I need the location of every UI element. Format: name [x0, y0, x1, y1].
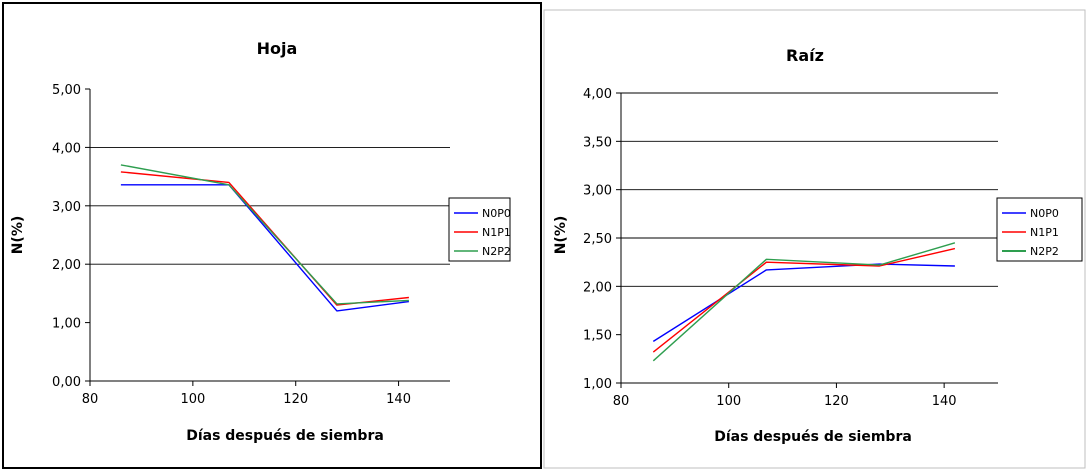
chart-title: Raíz	[786, 46, 824, 65]
y-axis-title: N(%)	[553, 216, 569, 255]
y-tick-label: 4,00	[583, 87, 612, 102]
x-tick-label: 120	[283, 392, 308, 407]
y-tick-label: 5,00	[52, 83, 81, 98]
y-tick-label: 2,50	[583, 232, 612, 247]
chart-title: Hoja	[257, 39, 298, 58]
series-line-n0p0	[652, 263, 955, 342]
legend-label-n1p1: N1P1	[1030, 226, 1059, 239]
x-tick-label: 140	[386, 392, 411, 407]
y-tick-label: 2,00	[52, 258, 81, 273]
y-tick-label: 3,00	[52, 200, 81, 215]
y-tick-label: 2,00	[583, 280, 612, 295]
legend-label-n1p1: N1P1	[482, 226, 511, 239]
x-tick-label: 100	[716, 394, 741, 409]
chart-raiz: 1,00 1,50 2,00 2,50 3,00 3,50 4,00 80 100 120 140 R…	[543, 9, 1086, 469]
chart-hoja: 0,00 1,00 2,00 3,00 4,00 5,00 80 100 120 140 Hoja D…	[2, 2, 542, 469]
y-tick-label: 3,00	[583, 184, 612, 199]
legend-label-n0p0: N0P0	[1030, 207, 1059, 220]
y-axis-title: N(%)	[10, 216, 26, 255]
y-tick-label: 1,50	[583, 329, 612, 344]
y-tick-label: 1,00	[52, 317, 81, 332]
y-tick-label: 1,00	[583, 377, 612, 392]
y-tick-label: 3,50	[583, 135, 612, 150]
x-axis-title: Días después de siembra	[714, 429, 912, 445]
legend-label-n2p2: N2P2	[1030, 245, 1059, 258]
chart-frame	[543, 9, 1086, 469]
series-line-n2p2	[120, 164, 409, 305]
series-line-n2p2	[652, 242, 956, 362]
legend-label-n2p2: N2P2	[482, 245, 511, 258]
series-line-n1p1	[652, 247, 956, 353]
legend-label-n0p0: N0P0	[482, 207, 511, 220]
x-tick-label: 140	[932, 394, 957, 409]
x-tick-label: 120	[824, 394, 849, 409]
series-line-n0p0	[120, 184, 409, 312]
x-axis-title: Días después de siembra	[186, 428, 384, 444]
x-tick-label: 80	[82, 392, 99, 407]
x-tick-label: 100	[180, 392, 205, 407]
x-tick-label: 80	[613, 394, 630, 409]
y-tick-label: 0,00	[52, 375, 81, 390]
y-tick-label: 4,00	[52, 141, 81, 156]
